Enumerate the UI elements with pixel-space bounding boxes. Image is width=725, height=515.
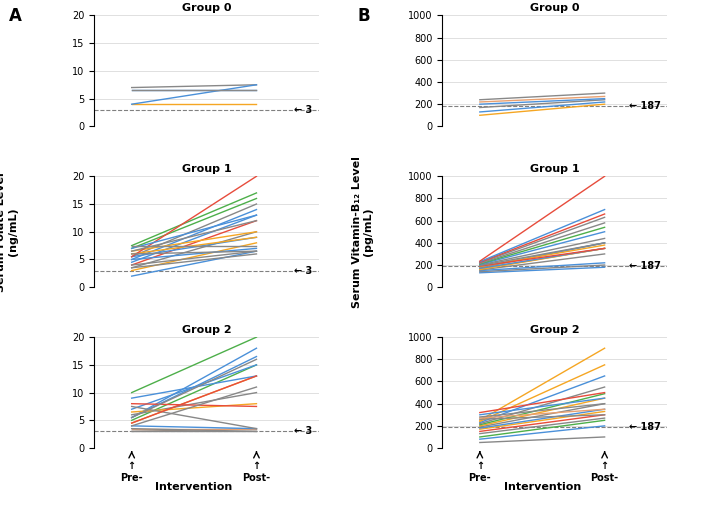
Text: Serum Vitamin-B₁₂ Level
(pg/mL): Serum Vitamin-B₁₂ Level (pg/mL): [352, 156, 373, 307]
Text: ← 3: ← 3: [294, 426, 312, 436]
Title: Group 2: Group 2: [530, 325, 579, 335]
Text: Serum Folate Level
(ng/mL): Serum Folate Level (ng/mL): [0, 172, 18, 291]
Text: ← 3: ← 3: [294, 105, 312, 115]
Title: Group 1: Group 1: [182, 164, 231, 174]
Title: Group 0: Group 0: [182, 3, 231, 13]
Title: Group 2: Group 2: [182, 325, 231, 335]
Text: B: B: [357, 7, 370, 25]
Text: ↑
Pre-: ↑ Pre-: [468, 461, 491, 483]
Title: Group 0: Group 0: [530, 3, 579, 13]
Text: ↑
Post-: ↑ Post-: [242, 461, 270, 483]
Text: A: A: [9, 7, 22, 25]
Text: ← 187: ← 187: [629, 262, 660, 271]
Text: ← 187: ← 187: [629, 422, 660, 432]
Text: ↑
Pre-: ↑ Pre-: [120, 461, 143, 483]
Text: ← 3: ← 3: [294, 266, 312, 276]
Title: Group 1: Group 1: [530, 164, 579, 174]
Text: ← 187: ← 187: [629, 100, 660, 111]
Text: Intervention: Intervention: [504, 482, 581, 491]
Text: Intervention: Intervention: [155, 482, 233, 491]
Text: ↑
Post-: ↑ Post-: [591, 461, 618, 483]
